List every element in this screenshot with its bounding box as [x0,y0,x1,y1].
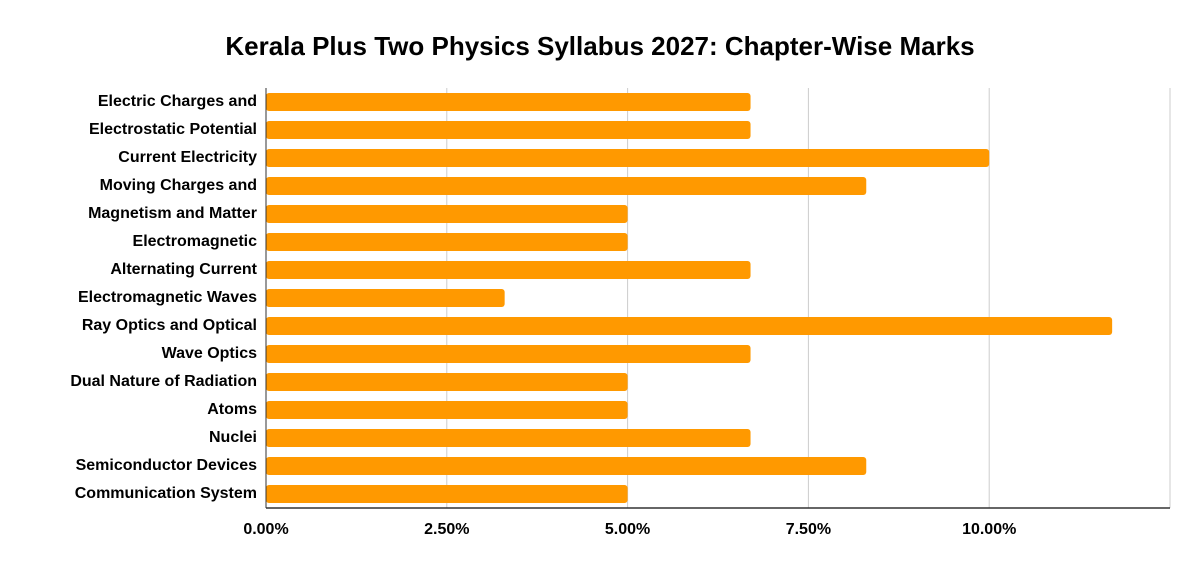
x-tick-label: 2.50% [424,521,469,538]
bar [266,401,628,419]
y-tick-label: Moving Charges and [100,177,257,194]
y-tick-label: Atoms [207,401,257,418]
bar [266,289,505,307]
y-tick-label: Electrostatic Potential [89,121,257,138]
bar [266,121,751,139]
bar [266,93,751,111]
chart-title: Kerala Plus Two Physics Syllabus 2027: C… [225,31,974,61]
y-tick-label: Wave Optics [162,345,258,362]
y-tick-label: Electric Charges and [98,93,257,110]
bar [266,317,1113,335]
bar [266,373,628,391]
x-tick-label: 5.00% [605,521,650,538]
y-tick-label: Communication System [75,485,257,502]
y-tick-label: Current Electricity [118,149,257,166]
x-tick-label: 7.50% [786,521,831,538]
y-tick-label: Electromagnetic Waves [78,289,257,306]
x-tick-label: 10.00% [962,521,1016,538]
bar [266,345,751,363]
bar [266,149,990,167]
y-tick-label: Nuclei [209,429,257,446]
y-tick-label: Electromagnetic [133,233,258,250]
bar [266,261,751,279]
bar [266,233,628,251]
y-tick-label: Semiconductor Devices [76,457,258,474]
y-tick-label: Ray Optics and Optical [82,317,257,334]
bar [266,485,628,503]
x-tick-label: 0.00% [243,521,288,538]
y-tick-label: Magnetism and Matter [88,205,257,222]
y-tick-label: Alternating Current [110,261,257,278]
y-tick-label: Dual Nature of Radiation [70,373,257,390]
bar [266,205,628,223]
bar [266,429,751,447]
bar [266,177,867,195]
bar [266,457,867,475]
